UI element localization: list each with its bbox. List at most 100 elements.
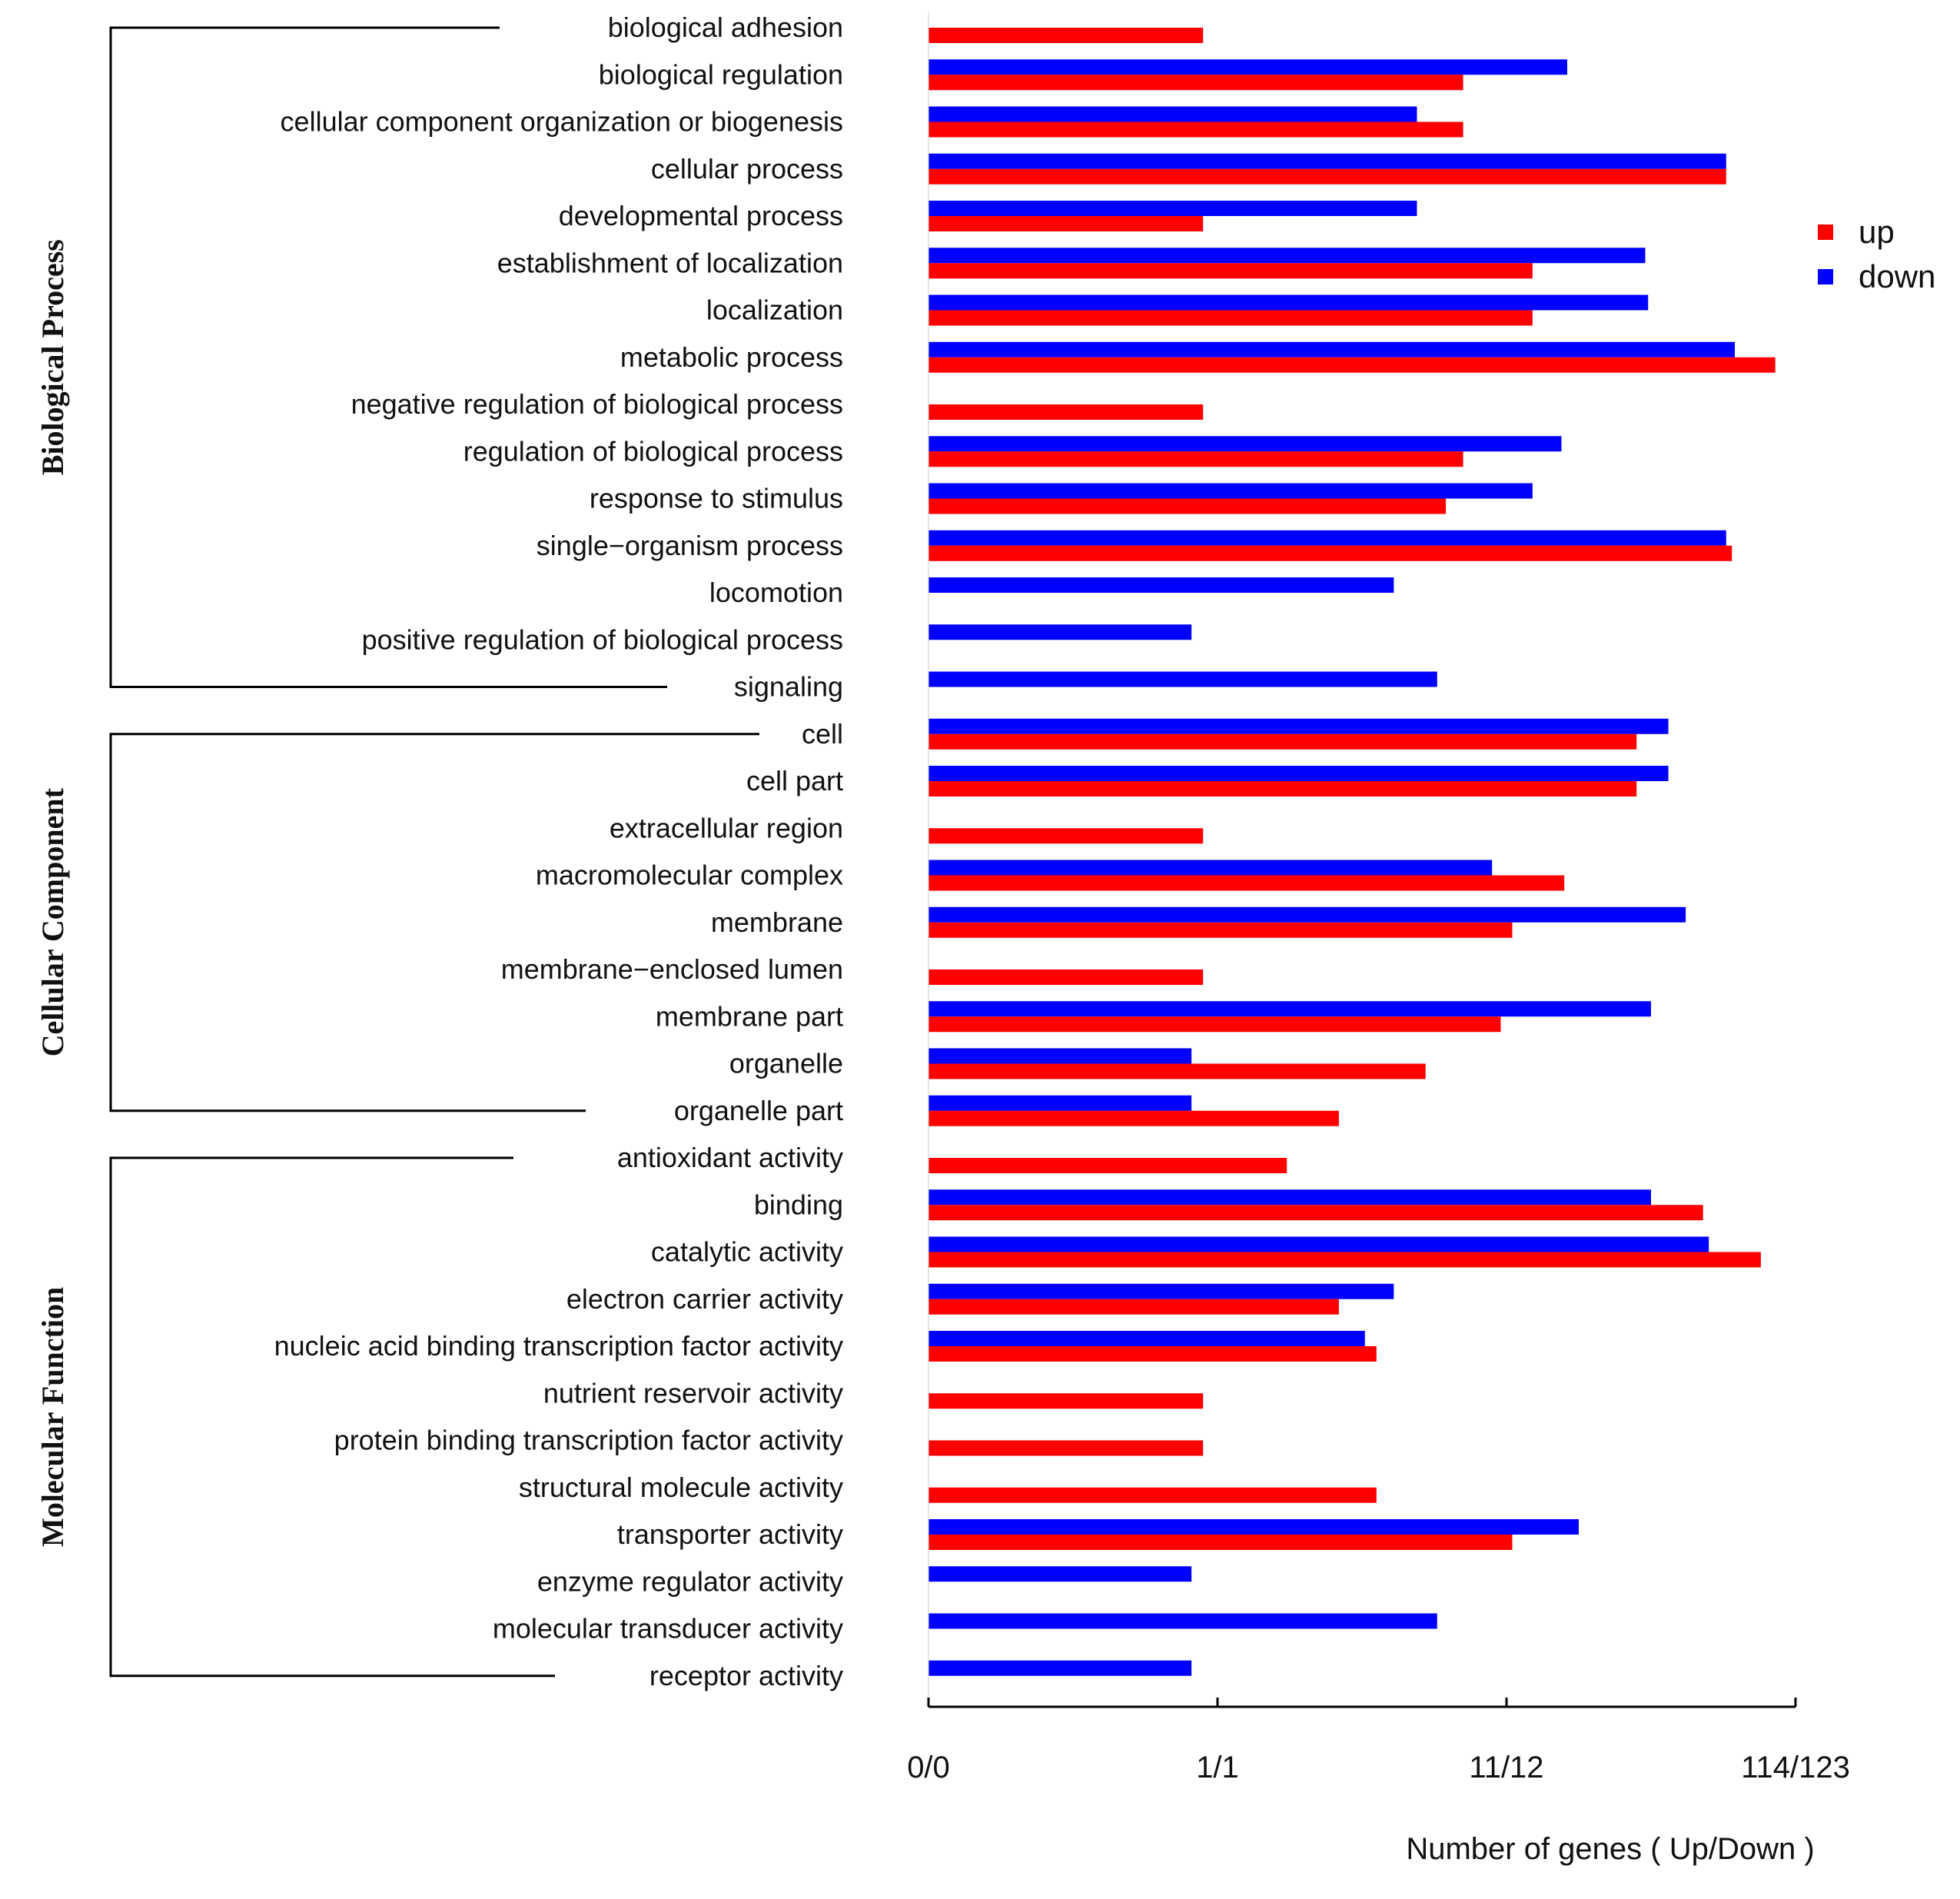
bar-up-extracellular-region — [929, 828, 1204, 844]
bar-down-electron-carrier-activity — [929, 1283, 1394, 1299]
category-label-receptor-activity: receptor activity — [649, 1660, 843, 1691]
bar-down-enzyme-regulator-activity — [929, 1566, 1192, 1582]
bar-down-regulation-of-biological-process — [929, 436, 1562, 452]
bar-down-membrane — [929, 906, 1686, 923]
x-tick-label-3: 114/123 — [1741, 1751, 1850, 1784]
bar-up-cell-part — [929, 781, 1637, 797]
category-label-membrane: membrane — [711, 906, 843, 938]
bar-up-cellular-component-organization-or-biogenesis — [929, 121, 1463, 138]
category-label-locomotion: locomotion — [709, 577, 843, 608]
x-axis-title: Number of genes ( Up/Down ) — [1406, 1832, 1814, 1866]
bar-up-regulation-of-biological-process — [929, 451, 1463, 467]
bar-down-locomotion — [929, 577, 1394, 593]
bar-down-receptor-activity — [929, 1660, 1192, 1676]
bar-down-cellular-component-organization-or-biogenesis — [929, 106, 1417, 122]
legend: up down — [1818, 214, 1935, 294]
bar-down-cell-part — [929, 766, 1669, 781]
category-label-single-organism-process: single−organism process — [537, 530, 843, 561]
bar-up-cell — [929, 733, 1637, 750]
bar-up-electron-carrier-activity — [929, 1299, 1339, 1315]
category-label-negative-regulation-of-biological-process: negative regulation of biological proces… — [351, 388, 843, 420]
group-label-biological-process: Biological Process — [35, 239, 70, 475]
category-label-positive-regulation-of-biological-process: positive regulation of biological proces… — [362, 624, 843, 655]
group-label-molecular-function: Molecular Function — [35, 1287, 70, 1547]
bar-down-organelle — [929, 1048, 1192, 1064]
category-label-cellular-component-organization-or-biogenesis: cellular component organization or bioge… — [281, 106, 843, 138]
bar-down-metabolic-process — [929, 341, 1736, 358]
category-label-membrane-part: membrane part — [656, 1000, 843, 1032]
bar-down-biological-regulation — [929, 59, 1567, 75]
category-label-membrane-enclosed-lumen: membrane−enclosed lumen — [501, 953, 843, 985]
bar-down-localization — [929, 294, 1649, 311]
bar-up-antioxidant-activity — [929, 1158, 1287, 1173]
x-tick-label-0: 0/0 — [907, 1751, 950, 1784]
bar-down-transporter-activity — [929, 1519, 1579, 1535]
bar-down-positive-regulation-of-biological-process — [929, 624, 1192, 640]
category-label-antioxidant-activity: antioxidant activity — [617, 1142, 843, 1173]
group-label-cellular-component: Cellular Component — [35, 787, 70, 1056]
bar-up-membrane-part — [929, 1016, 1501, 1033]
bar-down-signaling — [929, 671, 1437, 687]
category-label-catalytic-activity: catalytic activity — [651, 1236, 843, 1268]
bar-up-negative-regulation-of-biological-process — [929, 404, 1204, 420]
bar-up-binding — [929, 1205, 1703, 1221]
bar-up-organelle-part — [929, 1110, 1339, 1126]
bar-up-nucleic-acid-binding-transcription-factor-activity — [929, 1346, 1377, 1362]
bar-up-catalytic-activity — [929, 1252, 1761, 1268]
bar-up-biological-adhesion — [929, 28, 1204, 43]
category-label-regulation-of-biological-process: regulation of biological process — [463, 435, 843, 467]
category-labels: biological adhesion biological regulation… — [274, 12, 843, 1691]
bar-up-single-organism-process — [929, 545, 1732, 561]
category-label-developmental-process: developmental process — [559, 200, 843, 231]
bar-up-metabolic-process — [929, 357, 1776, 373]
category-label-extracellular-region: extracellular region — [610, 812, 843, 843]
category-label-cell: cell — [802, 718, 843, 750]
category-label-structural-molecule-activity: structural molecule activity — [519, 1472, 843, 1503]
bar-down-macromolecular-complex — [929, 860, 1493, 876]
bar-up-establishment-of-localization — [929, 263, 1533, 279]
bar-down-molecular-transducer-activity — [929, 1613, 1437, 1629]
bar-down-single-organism-process — [929, 530, 1726, 546]
category-label-biological-adhesion: biological adhesion — [608, 12, 843, 43]
category-label-transporter-activity: transporter activity — [617, 1518, 843, 1550]
category-label-nucleic-acid-binding-transcription-factor-activity: nucleic acid binding transcription facto… — [274, 1330, 843, 1362]
category-label-establishment-of-localization: establishment of localization — [497, 247, 843, 278]
x-axis: 0/0 1/1 11/12 114/123 — [907, 12, 1850, 1784]
bar-up-protein-binding-transcription-factor-activity — [929, 1440, 1204, 1456]
category-label-localization: localization — [706, 294, 843, 326]
category-label-organelle-part: organelle part — [674, 1095, 843, 1126]
category-label-response-to-stimulus: response to stimulus — [590, 483, 843, 514]
bar-up-membrane-enclosed-lumen — [929, 969, 1204, 985]
category-label-biological-regulation: biological regulation — [599, 58, 843, 90]
bar-up-localization — [929, 310, 1533, 326]
category-label-signaling: signaling — [734, 671, 843, 703]
bar-up-developmental-process — [929, 216, 1204, 231]
bar-up-biological-regulation — [929, 75, 1463, 91]
bar-down-membrane-part — [929, 1001, 1651, 1017]
legend-swatch-up — [1818, 224, 1833, 240]
bar-down-nucleic-acid-binding-transcription-factor-activity — [929, 1331, 1365, 1346]
bar-down-response-to-stimulus — [929, 483, 1533, 499]
bar-down-cell — [929, 718, 1669, 734]
bar-down-organelle-part — [929, 1095, 1192, 1111]
bar-up-transporter-activity — [929, 1535, 1513, 1550]
legend-label-down: down — [1859, 258, 1935, 294]
bar-up-organelle — [929, 1063, 1426, 1079]
category-label-nutrient-reservoir-activity: nutrient reservoir activity — [543, 1377, 843, 1408]
category-label-binding: binding — [754, 1189, 843, 1220]
category-label-molecular-transducer-activity: molecular transducer activity — [493, 1613, 843, 1645]
category-label-metabolic-process: metabolic process — [620, 341, 843, 373]
bar-up-nutrient-reservoir-activity — [929, 1393, 1204, 1409]
group-labels: Biological Process Cellular Component Mole… — [35, 239, 70, 1547]
bar-down-developmental-process — [929, 201, 1417, 216]
bar-down-cellular-process — [929, 153, 1726, 169]
bar-down-catalytic-activity — [929, 1236, 1709, 1252]
category-label-protein-binding-transcription-factor-activity: protein binding transcription factor act… — [334, 1425, 843, 1456]
bar-up-structural-molecule-activity — [929, 1487, 1377, 1503]
legend-swatch-down — [1818, 269, 1833, 284]
category-label-organelle: organelle — [729, 1048, 843, 1079]
category-label-macromolecular-complex: macromolecular complex — [536, 860, 843, 891]
category-label-enzyme-regulator-activity: enzyme regulator activity — [537, 1565, 843, 1597]
x-tick-label-1: 1/1 — [1196, 1751, 1239, 1784]
